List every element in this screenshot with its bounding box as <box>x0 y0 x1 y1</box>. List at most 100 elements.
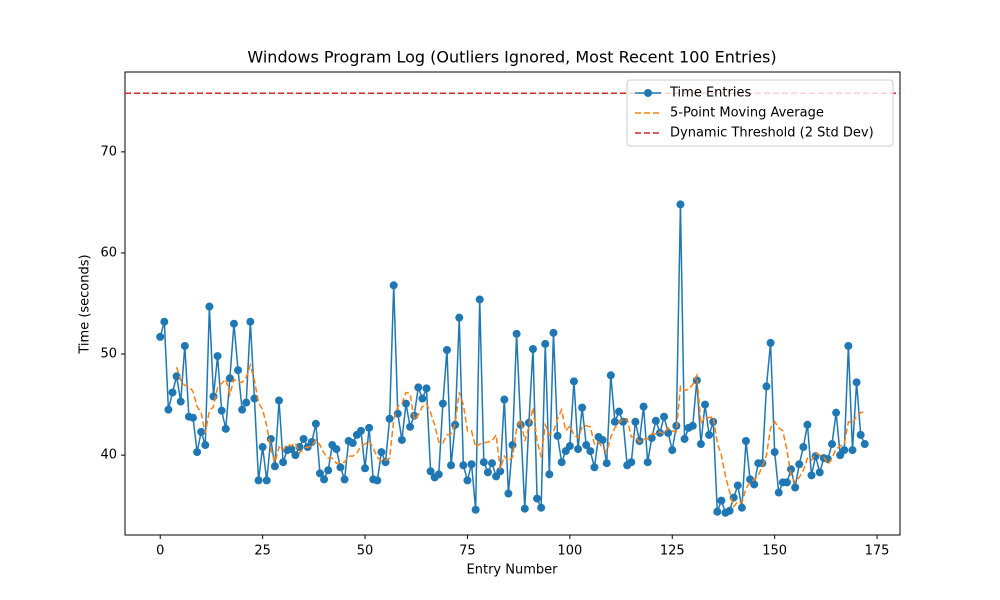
data-point <box>606 371 615 380</box>
data-point <box>787 465 796 474</box>
series-line <box>175 362 865 509</box>
data-point <box>647 433 656 442</box>
data-point <box>434 470 443 479</box>
data-point <box>397 435 406 444</box>
data-point <box>471 505 480 514</box>
data-point <box>172 372 181 381</box>
data-point <box>569 377 578 386</box>
data-point <box>520 504 529 513</box>
x-axis-label: Entry Number <box>467 563 559 578</box>
data-point <box>701 400 710 409</box>
x-tick-label: 175 <box>865 544 890 559</box>
data-point <box>426 467 435 476</box>
data-point <box>422 384 431 393</box>
data-point <box>725 506 734 515</box>
data-point <box>500 395 509 404</box>
data-point <box>627 458 636 467</box>
data-point <box>266 434 275 443</box>
data-point <box>336 463 345 472</box>
data-point <box>840 446 849 455</box>
data-point <box>315 469 324 478</box>
data-point <box>717 496 726 505</box>
data-point <box>254 476 263 485</box>
data-point <box>459 461 468 470</box>
x-tick-label: 50 <box>357 544 374 559</box>
data-point <box>602 459 611 468</box>
data-point <box>488 459 497 468</box>
data-point <box>688 421 697 430</box>
data-point <box>180 341 189 350</box>
data-point <box>655 428 664 437</box>
data-point <box>401 399 410 408</box>
data-point <box>164 405 173 414</box>
data-point <box>275 396 284 405</box>
data-point <box>553 431 562 440</box>
data-point <box>643 458 652 467</box>
data-point <box>279 458 288 467</box>
data-point <box>463 476 472 485</box>
data-point <box>447 461 456 470</box>
data-point <box>582 441 591 450</box>
data-point <box>541 339 550 348</box>
data-point <box>713 507 722 516</box>
data-point <box>741 436 750 445</box>
data-point <box>533 494 542 503</box>
x-tick-label: 100 <box>557 544 582 559</box>
data-point <box>565 442 574 451</box>
data-point <box>496 467 505 476</box>
data-point <box>815 468 824 477</box>
data-point <box>737 503 746 512</box>
legend-label: Dynamic Threshold (2 Std Dev) <box>670 126 874 141</box>
data-point <box>340 475 349 484</box>
data-point <box>442 346 451 355</box>
data-point <box>598 435 607 444</box>
data-point <box>578 403 587 412</box>
data-point <box>664 428 673 437</box>
data-point <box>225 374 234 383</box>
data-point <box>385 414 394 423</box>
data-point <box>299 434 308 443</box>
data-point <box>631 417 640 426</box>
data-point <box>348 439 357 448</box>
data-point <box>365 423 374 432</box>
data-point <box>537 503 546 512</box>
chart-title: Windows Program Log (Outliers Ignored, M… <box>247 48 776 67</box>
data-point <box>373 476 382 485</box>
data-point <box>705 430 714 439</box>
data-point <box>475 295 484 304</box>
data-point <box>406 422 415 431</box>
data-point <box>287 445 296 454</box>
data-point <box>504 489 513 498</box>
data-point <box>438 399 447 408</box>
data-point <box>156 332 165 341</box>
data-point <box>238 405 247 414</box>
data-point <box>229 319 238 328</box>
data-point <box>668 446 677 455</box>
data-point <box>483 468 492 477</box>
data-point <box>258 443 267 452</box>
data-point <box>766 338 775 347</box>
data-point <box>221 424 230 433</box>
y-tick-label: 40 <box>100 448 117 463</box>
data-point <box>586 447 595 456</box>
legend-label: 5-Point Moving Average <box>670 106 824 121</box>
legend: Time Entries 5-Point Moving Average Dynami… <box>626 79 894 147</box>
data-point <box>234 366 243 375</box>
data-point <box>311 419 320 428</box>
data-point <box>574 445 583 454</box>
data-point <box>176 397 185 406</box>
data-point <box>762 382 771 391</box>
data-point <box>246 317 255 326</box>
data-point <box>709 417 718 426</box>
legend-label: Time Entries <box>669 86 751 101</box>
x-tick-label: 0 <box>156 544 164 559</box>
data-point <box>610 417 619 426</box>
data-point <box>557 458 566 467</box>
data-point <box>860 440 869 449</box>
data-point <box>680 434 689 443</box>
data-point <box>201 441 210 450</box>
data-point <box>467 460 476 469</box>
data-point <box>545 470 554 479</box>
x-tick-label: 25 <box>254 544 271 559</box>
